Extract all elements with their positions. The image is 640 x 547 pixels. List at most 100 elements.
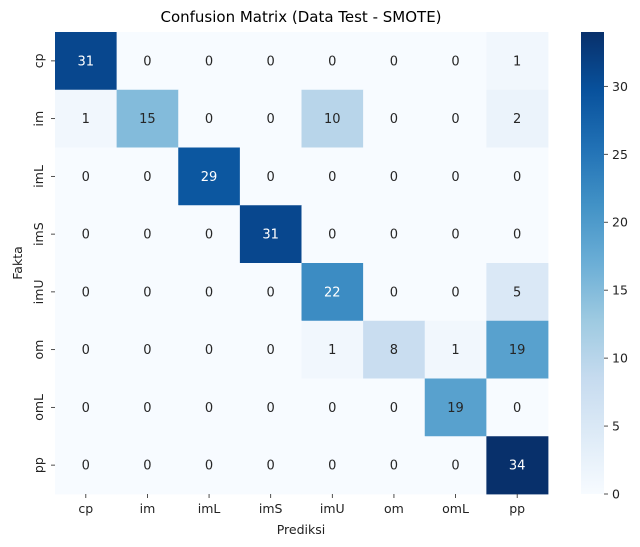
- colorbar-tick-label: 25: [612, 147, 628, 162]
- cell-value-label: 1: [328, 343, 336, 358]
- heatmap-cell-imL-imU: [301, 147, 364, 206]
- heatmap-cell-pp-omL: [424, 436, 487, 495]
- cell-value-label: 19: [509, 343, 526, 358]
- cell-value-label: 0: [390, 228, 398, 243]
- heatmap-cell-imU-omL: [424, 263, 487, 322]
- cell-value-label: 0: [513, 228, 521, 243]
- cell-value-label: 0: [205, 343, 213, 358]
- cell-value-label: 0: [82, 459, 90, 474]
- cell-value-label: 0: [390, 459, 398, 474]
- cell-value-label: 31: [78, 54, 95, 69]
- heatmap-cell-imL-omL: [424, 147, 487, 206]
- cell-value-label: 0: [328, 170, 336, 185]
- heatmap-cell-imL-pp: [486, 147, 549, 206]
- heatmap-cell-pp-om: [363, 436, 426, 495]
- cell-value-label: 0: [328, 54, 336, 69]
- x-tick-label: imU: [320, 501, 345, 516]
- cell-value-label: 0: [143, 343, 151, 358]
- cell-value-label: 0: [82, 285, 90, 300]
- cell-value-label: 0: [267, 54, 275, 69]
- y-tick-label: pp: [31, 457, 46, 473]
- x-tick-label: cp: [78, 501, 93, 516]
- heatmap-cell-imU-pp: [486, 263, 549, 322]
- x-tick-label: im: [140, 501, 156, 516]
- heatmap-cell-imS-imS: [239, 205, 302, 264]
- cell-value-label: 0: [205, 459, 213, 474]
- x-axis-ticks: cp im imL imS imU om omL pp: [78, 494, 525, 516]
- heatmap-cell-imU-om: [363, 263, 426, 322]
- heatmap-cell-omL-pp: [486, 378, 549, 437]
- cell-value-label: 0: [143, 401, 151, 416]
- heatmap-cell-om-imU: [301, 320, 364, 379]
- cell-value-label: 0: [390, 54, 398, 69]
- y-tick-label: im: [31, 111, 46, 127]
- cell-value-label: 0: [390, 401, 398, 416]
- heatmap-cell-imL-im: [116, 147, 179, 206]
- cell-value-label: 0: [82, 401, 90, 416]
- y-tick-label: cp: [31, 53, 46, 68]
- chart-title: Confusion Matrix (Data Test - SMOTE): [160, 8, 441, 26]
- colorbar-tick-label: 15: [612, 283, 628, 298]
- heatmap-cell-imL-om: [363, 147, 426, 206]
- y-axis-label: Fakta: [10, 246, 25, 280]
- heatmap-cell-cp-imL: [178, 32, 241, 91]
- heatmap-cell-im-om: [363, 89, 426, 148]
- heatmap-cell-imS-om: [363, 205, 426, 264]
- cell-value-label: 0: [205, 112, 213, 127]
- cell-value-label: 0: [205, 228, 213, 243]
- heatmap-cell-pp-im: [116, 436, 179, 495]
- heatmap-cell-imL-imS: [239, 147, 302, 206]
- y-axis-ticks: cp im imL imS imU om omL pp: [31, 53, 55, 473]
- cell-value-label: 0: [328, 401, 336, 416]
- colorbar-tick-label: 20: [612, 215, 628, 230]
- x-tick-label: om: [384, 501, 404, 516]
- heatmap-cell-om-omL: [424, 320, 487, 379]
- heatmap-cell-omL-cp: [55, 378, 118, 437]
- heatmap-cell-imU-imS: [239, 263, 302, 322]
- cell-value-label: 1: [82, 112, 90, 127]
- heatmap-cell-omL-om: [363, 378, 426, 437]
- cell-value-label: 0: [205, 401, 213, 416]
- heatmap-cell-pp-cp: [55, 436, 118, 495]
- cell-value-label: 0: [267, 343, 275, 358]
- heatmap-cell-im-cp: [55, 89, 118, 148]
- colorbar: 0 5 10 15 20 25 30: [581, 32, 628, 502]
- heatmap-cell-imS-cp: [55, 205, 118, 264]
- heatmap-cell-omL-im: [116, 378, 179, 437]
- heatmap-cell-imU-cp: [55, 263, 118, 322]
- heatmap-cell-imU-im: [116, 263, 179, 322]
- cell-value-label: 0: [451, 285, 459, 300]
- cell-value-label: 0: [451, 228, 459, 243]
- cell-value-label: 8: [390, 343, 398, 358]
- heatmap-cell-imL-cp: [55, 147, 118, 206]
- cell-value-label: 0: [390, 285, 398, 300]
- colorbar-tick-label: 10: [612, 351, 628, 366]
- heatmap-cell-imS-omL: [424, 205, 487, 264]
- x-tick-label: pp: [509, 501, 525, 516]
- heatmap-cell-cp-imS: [239, 32, 302, 91]
- heatmap-cell-omL-imU: [301, 378, 364, 437]
- cell-value-label: 19: [447, 401, 464, 416]
- heatmap-cell-om-om: [363, 320, 426, 379]
- heatmap-cell-imU-imU: [301, 263, 364, 322]
- heatmap-cell-cp-om: [363, 32, 426, 91]
- heatmap-cell-pp-imL: [178, 436, 241, 495]
- heatmap-cells: 31 0 0 0 0 0 0 11 15 0 0 10 0 0 20 0 29 0 0 0 0 00 0 0 31 0 0 0 00 0 0…: [55, 32, 549, 495]
- heatmap-cell-omL-omL: [424, 378, 487, 437]
- heatmap-cell-pp-imU: [301, 436, 364, 495]
- cell-value-label: 0: [513, 170, 521, 185]
- colorbar-tick-label: 30: [612, 79, 628, 94]
- cell-value-label: 0: [328, 459, 336, 474]
- cell-value-label: 0: [267, 459, 275, 474]
- cell-value-label: 1: [451, 343, 459, 358]
- heatmap-cell-om-imS: [239, 320, 302, 379]
- heatmap-cell-im-imL: [178, 89, 241, 148]
- cell-value-label: 0: [267, 285, 275, 300]
- cell-value-label: 0: [390, 170, 398, 185]
- heatmap-cell-cp-imU: [301, 32, 364, 91]
- cell-value-label: 15: [139, 112, 156, 127]
- heatmap-cell-om-pp: [486, 320, 549, 379]
- cell-value-label: 0: [267, 170, 275, 185]
- cell-value-label: 0: [328, 228, 336, 243]
- cell-value-label: 0: [451, 170, 459, 185]
